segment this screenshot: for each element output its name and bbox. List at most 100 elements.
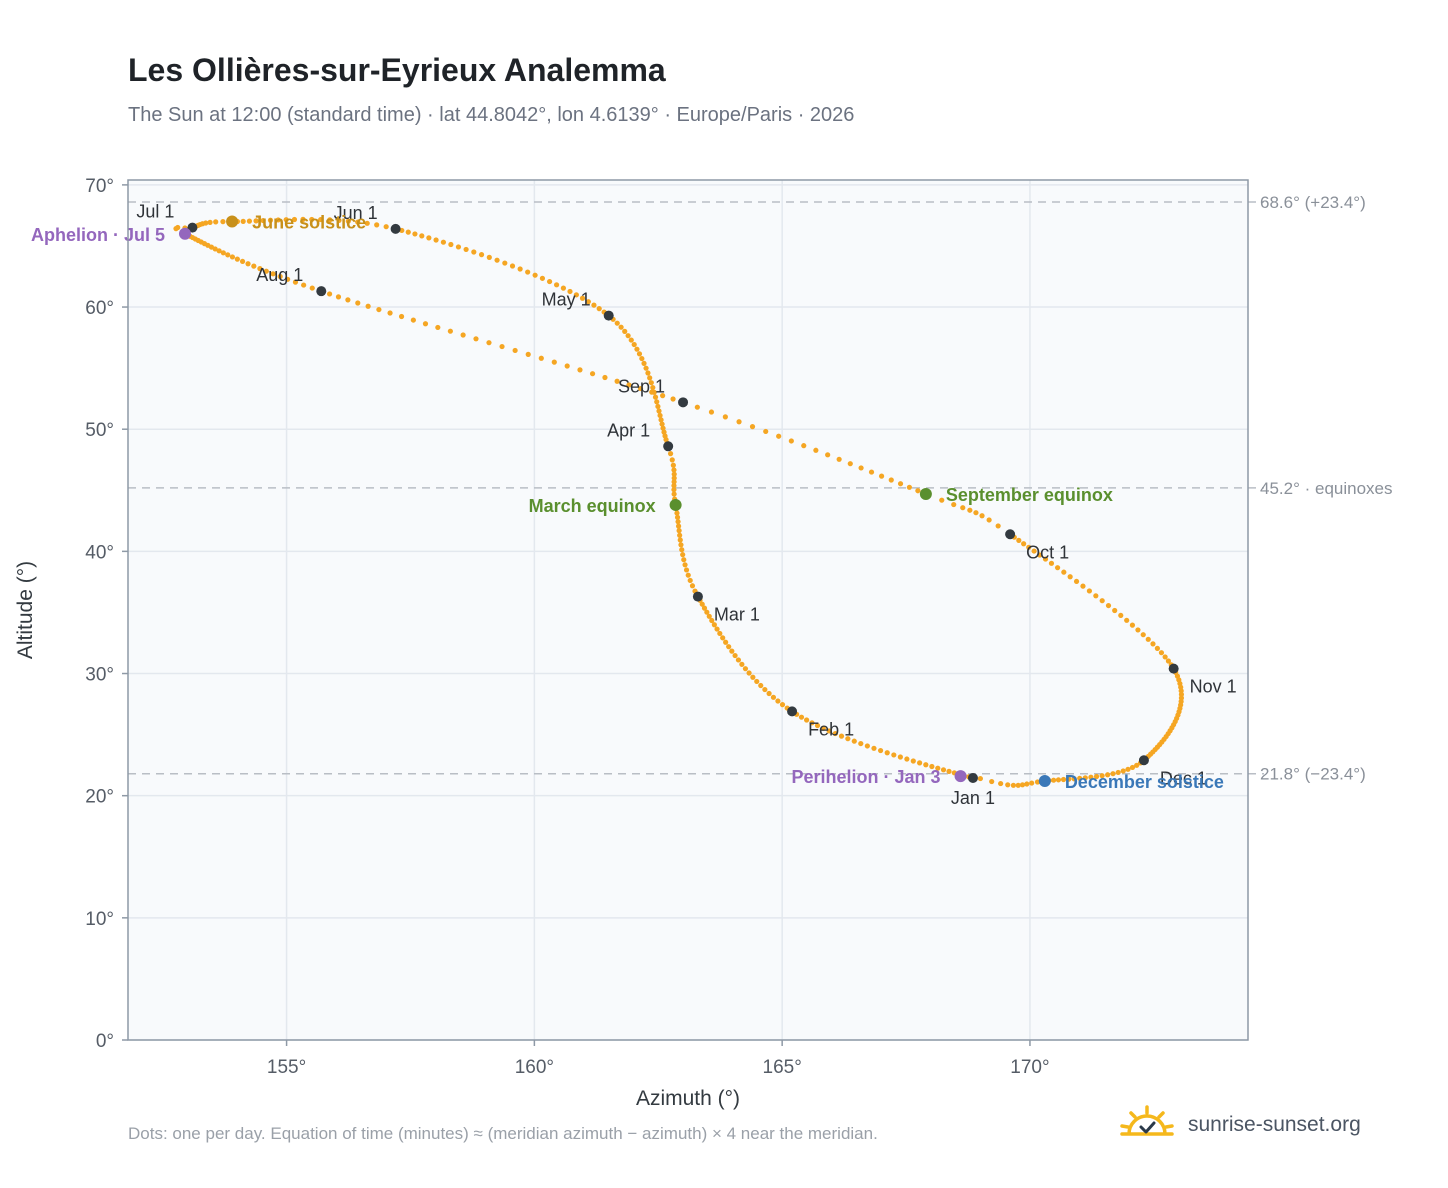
daily-dot: [398, 313, 405, 320]
daily-dot: [717, 630, 723, 637]
event-marker: [669, 498, 682, 511]
daily-dot: [517, 266, 523, 272]
daily-dot: [1154, 645, 1160, 651]
daily-dot: [742, 666, 749, 672]
event-marker: [178, 227, 191, 240]
reference-line-label: 45.2° · equinoxes: [1260, 479, 1393, 498]
brand[interactable]: sunrise-sunset.org: [1120, 1104, 1361, 1145]
daily-dot: [739, 661, 745, 667]
daily-dot: [251, 263, 257, 269]
daily-dot: [891, 752, 897, 758]
month-marker: [316, 286, 327, 297]
daily-dot: [257, 266, 263, 272]
daily-dot: [447, 328, 453, 334]
daily-dot: [722, 414, 728, 420]
daily-dot: [643, 365, 649, 371]
month-marker: [1138, 755, 1149, 766]
daily-dot: [801, 443, 807, 449]
daily-dot: [1019, 782, 1026, 788]
daily-dot: [512, 347, 518, 354]
daily-dot: [435, 324, 441, 331]
daily-dot: [998, 780, 1004, 787]
daily-dot: [671, 487, 677, 493]
y-tick-label: 60°: [85, 298, 114, 319]
daily-dot: [422, 321, 429, 327]
daily-dot: [589, 371, 596, 377]
daily-dot: [813, 447, 819, 453]
month-label: Feb 1: [808, 719, 854, 739]
daily-dot: [412, 231, 418, 237]
daily-dot: [946, 768, 952, 774]
daily-dot: [326, 291, 333, 297]
daily-dot: [868, 469, 875, 475]
daily-dot: [614, 378, 620, 384]
daily-dot: [641, 360, 647, 366]
event-label: Perihelion · Jan 3: [792, 767, 941, 787]
event-marker: [919, 487, 932, 500]
daily-dot: [1005, 782, 1011, 788]
daily-dot: [858, 740, 864, 747]
daily-dot: [671, 467, 677, 473]
daily-dot: [708, 409, 715, 415]
daily-dot: [910, 758, 916, 764]
daily-dot: [345, 218, 351, 224]
daily-dot: [410, 317, 416, 323]
daily-dot: [1093, 773, 1100, 780]
event-label: June solstice: [252, 213, 366, 233]
daily-dot: [260, 217, 266, 224]
daily-dot: [820, 725, 826, 731]
daily-dot: [762, 686, 768, 693]
y-tick-label: 0°: [96, 1031, 114, 1052]
daily-dot: [1067, 574, 1073, 580]
daily-dot: [1077, 775, 1083, 781]
daily-dot: [419, 233, 425, 239]
daily-dot: [699, 601, 705, 607]
daily-dot: [671, 483, 677, 489]
daily-dot: [240, 218, 246, 224]
daily-dot: [335, 294, 342, 300]
daily-dot: [1015, 782, 1021, 788]
daily-dot: [622, 328, 628, 334]
daily-dot: [661, 429, 667, 435]
y-axis-label: Altitude (°): [14, 561, 37, 659]
daily-dot: [736, 419, 742, 425]
month-marker: [1005, 529, 1016, 540]
daily-dot: [682, 562, 688, 568]
daily-dot: [270, 271, 276, 277]
month-marker: [787, 706, 798, 717]
event-marker: [954, 770, 967, 783]
daily-dot: [951, 501, 957, 508]
daily-dot: [766, 690, 772, 697]
daily-dot: [652, 394, 659, 400]
daily-dot: [674, 510, 680, 516]
event-label: Aphelion · Jul 5: [31, 225, 165, 245]
event-label: September equinox: [946, 485, 1113, 505]
daily-dot: [553, 282, 560, 288]
daily-dot: [758, 682, 764, 689]
daily-dot: [327, 217, 333, 223]
daily-dot: [750, 674, 756, 680]
daily-dot: [845, 736, 851, 742]
sun-checkmark-icon: [1120, 1104, 1174, 1145]
month-label: Mar 1: [714, 605, 760, 625]
month-marker: [678, 397, 689, 408]
daily-dot: [838, 733, 845, 739]
daily-dot: [659, 421, 665, 427]
daily-dot: [639, 355, 645, 362]
daily-dot: [714, 626, 720, 632]
brand-name[interactable]: sunrise-sunset.org: [1188, 1112, 1361, 1136]
daily-dot: [213, 219, 219, 225]
month-label: Jul 1: [136, 202, 174, 222]
daily-dot: [1158, 650, 1165, 656]
daily-dot: [634, 346, 640, 352]
daily-dot: [212, 246, 218, 252]
daily-dot: [864, 743, 870, 749]
daily-dot: [318, 216, 324, 223]
daily-dot: [1124, 617, 1130, 623]
daily-dot: [636, 351, 643, 357]
reference-lines: 68.6° (+23.4°) 45.2° · equinoxes 21.8° (−2…: [128, 193, 1393, 784]
daily-dot: [986, 517, 992, 523]
daily-dot: [1162, 654, 1168, 660]
chart-subtitle: The Sun at 12:00 (standard time) · lat 4…: [128, 104, 855, 126]
daily-dot: [1080, 583, 1086, 589]
